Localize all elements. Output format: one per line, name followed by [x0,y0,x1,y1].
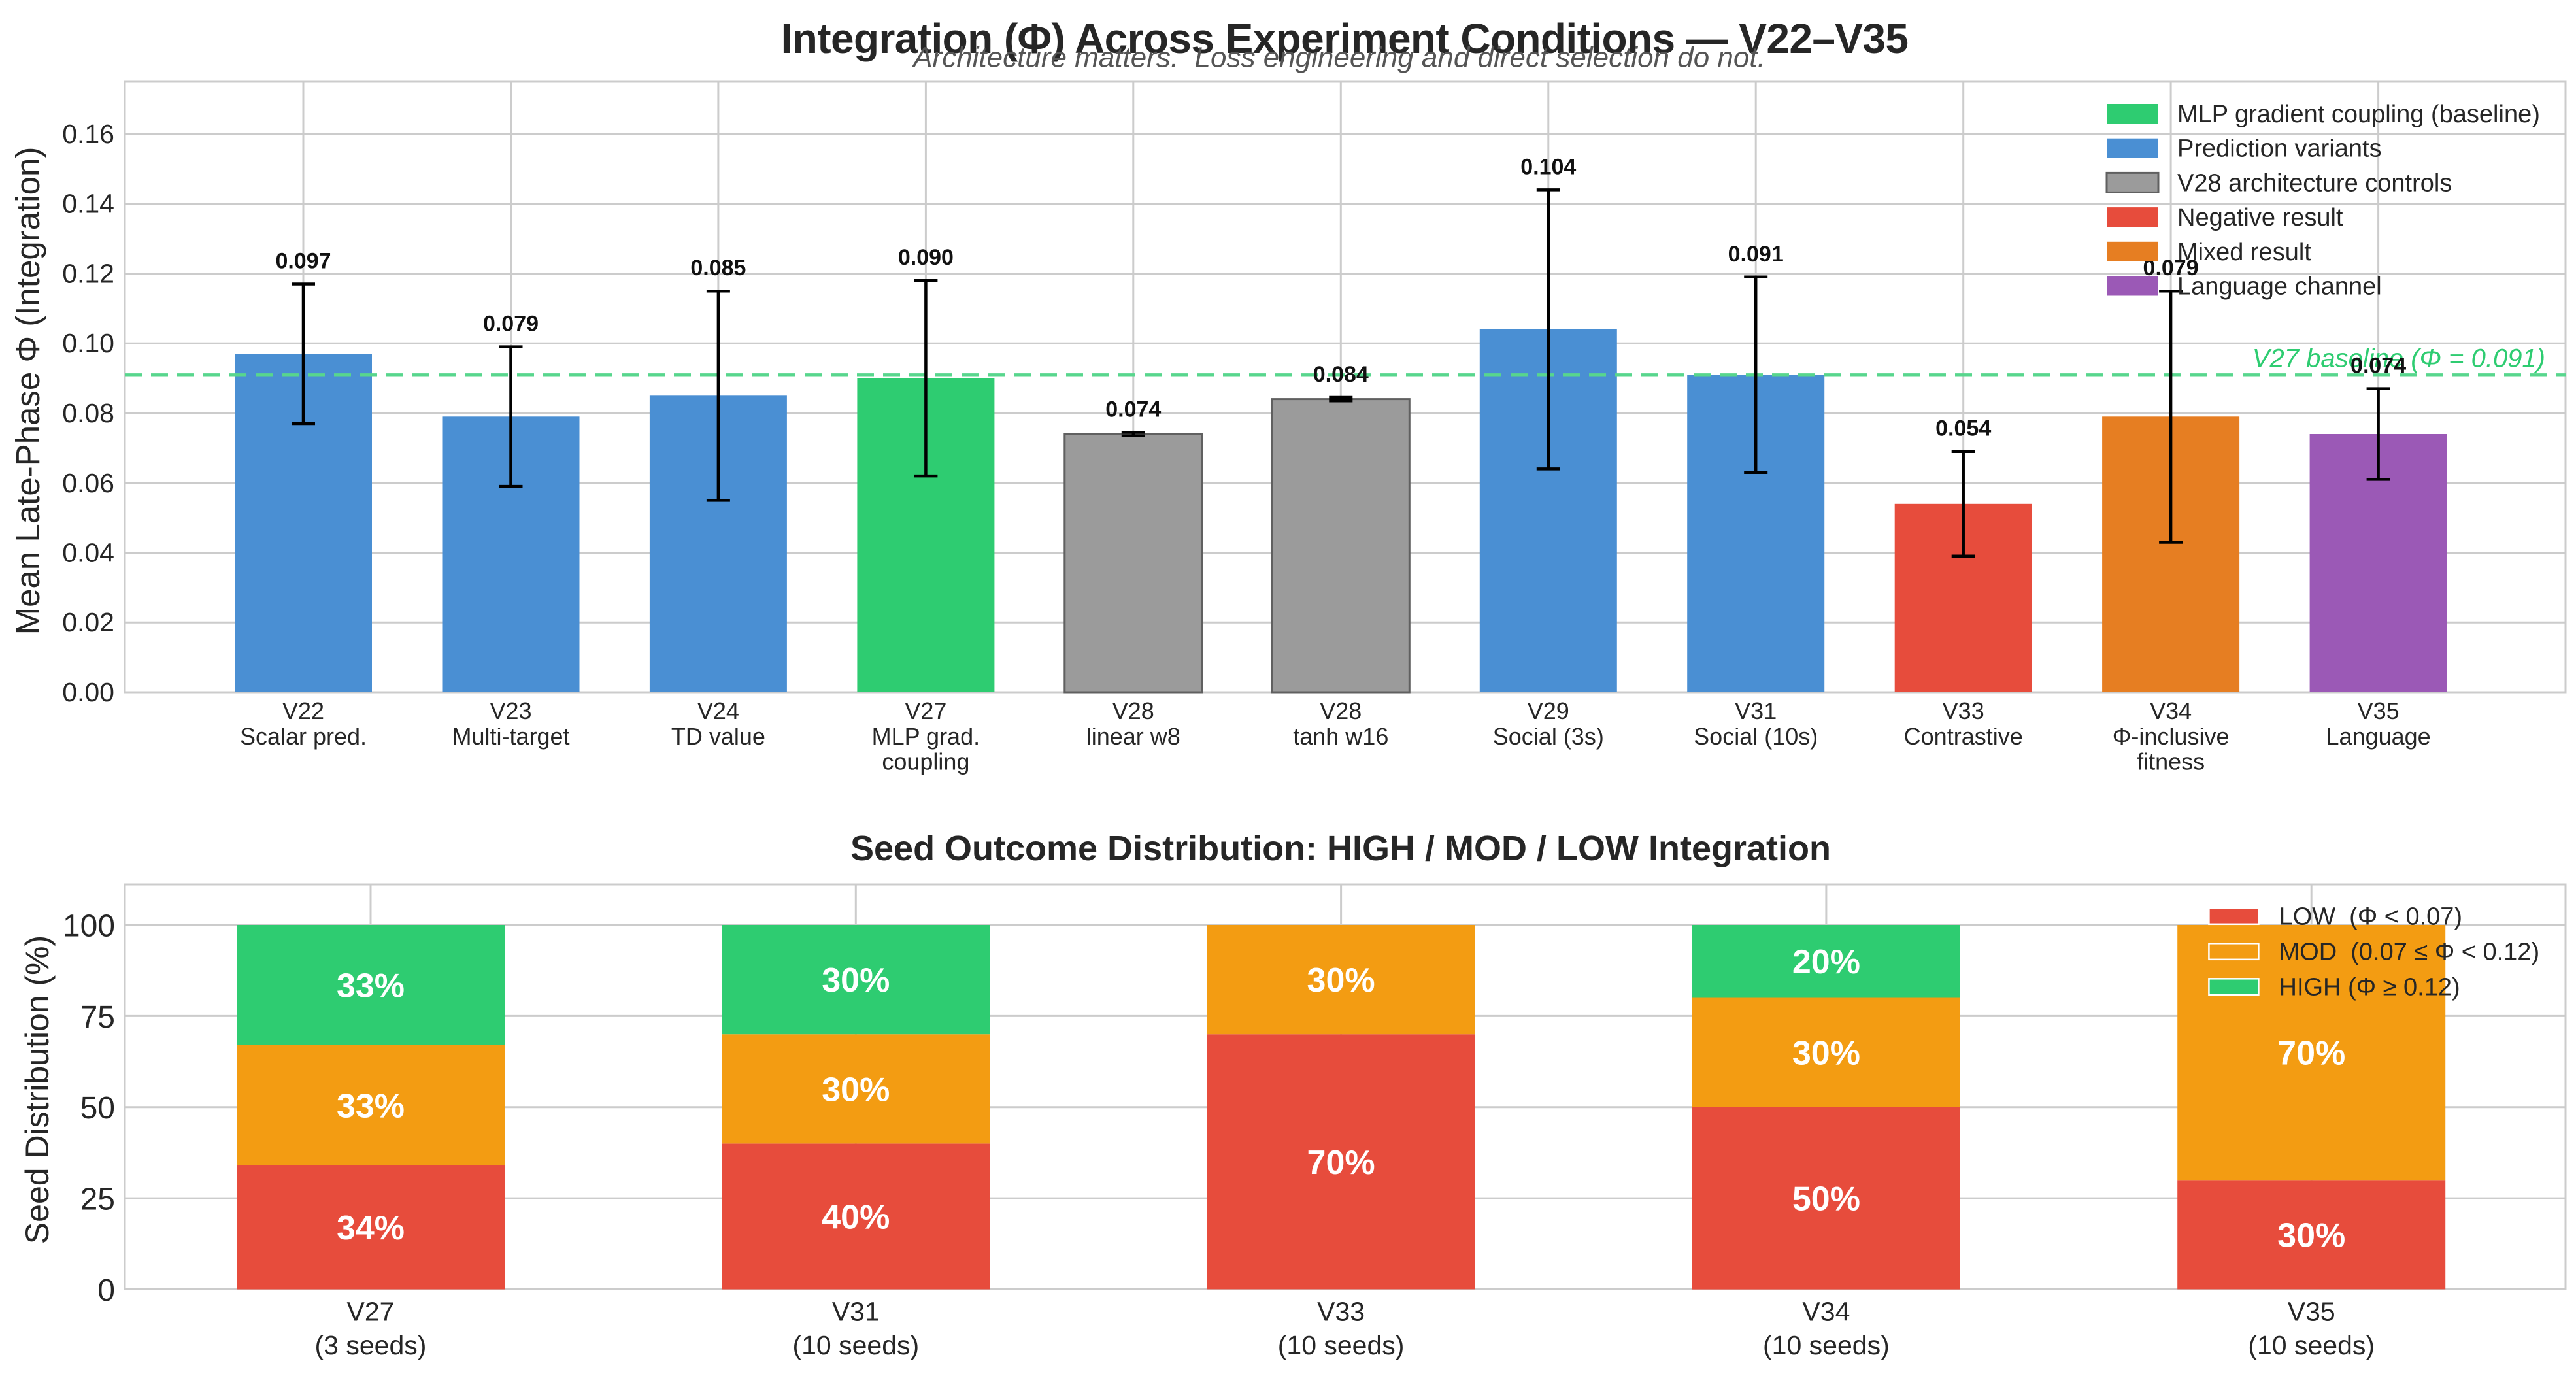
svg-text:MLP grad.: MLP grad. [872,723,980,750]
svg-text:V27 baseline (Φ = 0.091): V27 baseline (Φ = 0.091) [2252,344,2545,373]
svg-text:Mean Late-Phase Φ (Integration: Mean Late-Phase Φ (Integration) [9,147,46,635]
svg-text:Seed Outcome Distribution: HIG: Seed Outcome Distribution: HIGH / MOD / … [850,829,1831,868]
svg-text:V29: V29 [1528,697,1569,724]
svg-text:(10 seeds): (10 seeds) [1278,1330,1405,1360]
svg-text:(10 seeds): (10 seeds) [1763,1330,1890,1360]
svg-text:coupling: coupling [882,748,969,775]
svg-text:MLP gradient coupling (baselin: MLP gradient coupling (baseline) [2177,101,2540,128]
svg-text:0.10: 0.10 [62,328,114,358]
svg-text:0.090: 0.090 [898,245,954,270]
svg-text:30%: 30% [1792,1035,1860,1073]
svg-text:Social (10s): Social (10s) [1694,723,1818,750]
svg-text:30%: 30% [822,1071,890,1109]
svg-text:Mixed result: Mixed result [2177,239,2311,266]
svg-text:linear w8: linear w8 [1086,723,1180,750]
svg-text:(10 seeds): (10 seeds) [2248,1330,2375,1360]
svg-text:Prediction variants: Prediction variants [2177,135,2382,163]
svg-text:70%: 70% [1307,1144,1375,1182]
svg-text:V27: V27 [347,1297,395,1327]
svg-text:V35: V35 [2288,1297,2335,1327]
svg-text:V33: V33 [1943,697,1984,724]
svg-text:0.00: 0.00 [62,677,114,707]
svg-text:0.16: 0.16 [62,119,114,149]
svg-text:100: 100 [63,909,115,944]
svg-text:Multi-target: Multi-target [452,723,569,750]
svg-text:75: 75 [80,1000,115,1035]
svg-text:0.02: 0.02 [62,607,114,637]
svg-text:(3 seeds): (3 seeds) [315,1330,427,1360]
svg-text:0.074: 0.074 [2350,354,2406,378]
svg-text:20%: 20% [1792,943,1860,981]
svg-text:0.085: 0.085 [690,256,746,280]
svg-text:Language channel: Language channel [2177,273,2382,301]
svg-text:50%: 50% [1792,1181,1860,1218]
svg-text:30%: 30% [822,962,890,999]
svg-text:HIGH (Φ ≥ 0.12): HIGH (Φ ≥ 0.12) [2279,974,2460,1001]
svg-text:30%: 30% [2277,1216,2345,1254]
svg-text:0.074: 0.074 [1105,397,1161,422]
svg-text:tanh w16: tanh w16 [1293,723,1388,750]
svg-text:(10 seeds): (10 seeds) [792,1330,919,1360]
svg-text:V28: V28 [1112,697,1154,724]
svg-text:50: 50 [80,1091,115,1126]
svg-text:Contrastive: Contrastive [1904,723,2023,750]
svg-text:0: 0 [97,1273,115,1308]
svg-text:V22: V22 [282,697,324,724]
svg-text:30%: 30% [1307,962,1375,999]
svg-text:V35: V35 [2358,697,2400,724]
svg-text:V34: V34 [1802,1297,1850,1327]
svg-text:fitness: fitness [2137,748,2205,775]
svg-text:LOW (Φ < 0.07): LOW (Φ < 0.07) [2279,903,2463,931]
svg-text:V31: V31 [832,1297,880,1327]
svg-text:Φ-inclusive: Φ-inclusive [2113,723,2230,750]
svg-text:0.04: 0.04 [62,538,114,568]
svg-text:TD value: TD value [671,723,765,750]
svg-text:25: 25 [80,1182,115,1217]
svg-text:0.084: 0.084 [1313,362,1369,387]
svg-text:V27: V27 [905,697,946,724]
svg-text:33%: 33% [337,967,405,1005]
svg-text:Seed Distribution (%): Seed Distribution (%) [19,935,56,1244]
svg-text:0.091: 0.091 [1728,242,1784,267]
svg-text:0.079: 0.079 [483,312,539,337]
svg-text:Scalar pred.: Scalar pred. [240,723,367,750]
svg-text:Integration (Φ) Across Experim: Integration (Φ) Across Experiment Condit… [781,15,1909,62]
svg-text:33%: 33% [337,1088,405,1126]
svg-text:V24: V24 [697,697,739,724]
svg-text:V28: V28 [1320,697,1362,724]
svg-text:Negative result: Negative result [2177,204,2343,231]
svg-text:V28 architecture controls: V28 architecture controls [2177,169,2452,197]
svg-text:70%: 70% [2277,1035,2345,1073]
svg-text:Architecture matters. Loss en: Architecture matters. Loss engineering a… [911,42,1765,74]
svg-text:34%: 34% [337,1209,405,1247]
svg-text:0.104: 0.104 [1520,154,1576,179]
svg-text:V34: V34 [2150,697,2192,724]
svg-text:40%: 40% [822,1199,890,1237]
svg-text:0.054: 0.054 [1935,416,1991,441]
svg-text:V23: V23 [490,697,531,724]
svg-text:0.14: 0.14 [62,189,114,219]
svg-text:0.097: 0.097 [275,249,331,274]
svg-text:MOD (0.07 ≤ Φ < 0.12): MOD (0.07 ≤ Φ < 0.12) [2279,939,2540,966]
svg-text:Language: Language [2326,723,2431,750]
svg-text:0.06: 0.06 [62,468,114,498]
svg-text:V31: V31 [1735,697,1777,724]
svg-text:0.08: 0.08 [62,398,114,428]
svg-text:Social (3s): Social (3s) [1493,723,1604,750]
svg-text:V33: V33 [1317,1297,1365,1327]
svg-text:0.12: 0.12 [62,259,114,289]
